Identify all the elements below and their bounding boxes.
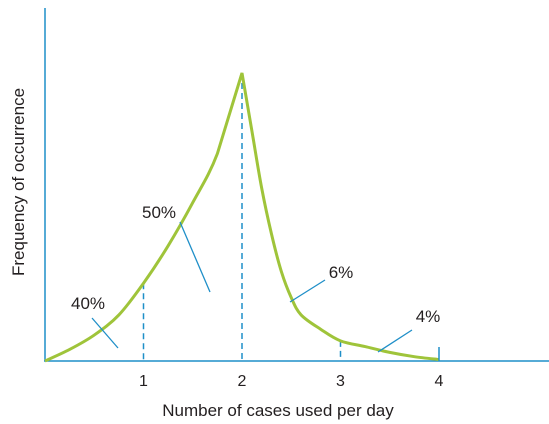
y-axis-title: Frequency of occurrence xyxy=(9,88,28,276)
x-tick-label: 3 xyxy=(336,373,345,390)
annotation-pointer xyxy=(91,317,119,349)
region-label: 50% xyxy=(142,203,176,222)
distribution-curve xyxy=(44,72,440,363)
region-label: 40% xyxy=(71,294,105,313)
dashed-markers xyxy=(142,73,342,361)
annotation-pointer xyxy=(289,279,326,303)
annotation-pointer xyxy=(377,329,413,353)
annotation-pointer xyxy=(179,221,211,293)
region-annotations: 40% 50% 6% 4% xyxy=(71,203,441,353)
region-label: 6% xyxy=(329,263,354,282)
x-tick-labels: 1 2 3 4 xyxy=(139,373,444,390)
x-axis-title: Number of cases used per day xyxy=(162,401,394,420)
x-tick-label: 4 xyxy=(435,373,444,390)
x-tick-label: 2 xyxy=(238,373,247,390)
x-tick-label: 1 xyxy=(139,373,148,390)
region-label: 4% xyxy=(416,307,441,326)
